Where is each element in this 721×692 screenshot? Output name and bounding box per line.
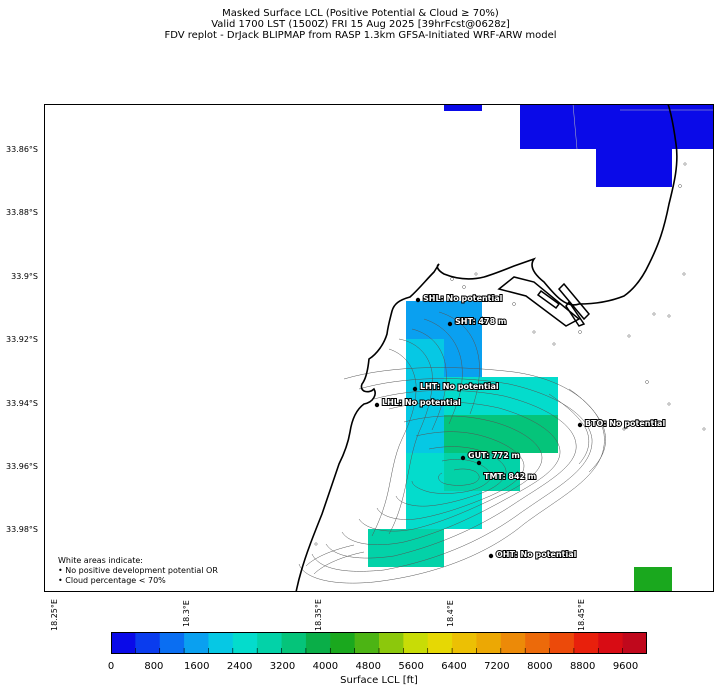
colorbar-tick-label: 800 (144, 661, 164, 672)
colorbar-swatch (427, 632, 453, 654)
x-tick-label: 18.3°E (182, 600, 191, 627)
colorbar-swatch (159, 632, 185, 654)
colorbar (111, 632, 647, 654)
terrain-specks (314, 162, 706, 546)
colorbar-title: Surface LCL [ft] (340, 675, 418, 686)
colorbar-swatch (476, 632, 502, 654)
x-tick-label: 18.4°E (446, 600, 455, 627)
station-label-tmt: TMT: 842 m (484, 472, 536, 481)
station-label-shl: SHL: No potential (423, 294, 503, 303)
station-marker-bto (577, 422, 583, 428)
heat-cell (444, 339, 482, 377)
heat-cell (634, 567, 672, 592)
y-tick-label: 33.9°S (11, 272, 38, 281)
y-tick-label: 33.86°S (6, 145, 38, 154)
station-marker-gut (460, 455, 466, 461)
colorbar-tick-label: 1600 (184, 661, 210, 672)
colorbar-tick-label: 6400 (441, 661, 467, 672)
colorbar-swatch (573, 632, 599, 654)
colorbar-tick-label: 3200 (269, 661, 296, 672)
colorbar-swatch (549, 632, 575, 654)
colorbar-tick-label: 2400 (226, 661, 253, 672)
x-tick-label: 18.35°E (314, 599, 323, 631)
heat-cell (444, 104, 482, 111)
colorbar-swatch (257, 632, 283, 654)
heat-cell (520, 104, 714, 149)
map-frame (44, 104, 714, 592)
colorbar-tick-label: 9600 (612, 661, 639, 672)
station-label-bto: BTO: No potential (585, 419, 665, 428)
colorbar-swatch (452, 632, 477, 654)
colorbar-swatch (379, 632, 404, 654)
station-marker-shl (415, 297, 421, 303)
colorbar-swatch (525, 632, 551, 654)
title-line-2: Valid 1700 LST (1500Z) FRI 15 Aug 2025 [… (211, 19, 510, 30)
colorbar-frame (111, 632, 647, 654)
colorbar-swatch (305, 632, 331, 654)
colorbar-tick-label: 4000 (312, 661, 339, 672)
station-marker-lhl (374, 402, 380, 408)
heat-cell (406, 301, 482, 339)
colorbar-swatch (111, 632, 136, 654)
coastline (295, 104, 678, 592)
colorbar-swatch (208, 632, 234, 654)
station-marker-sht (447, 321, 453, 327)
note-line-1: White areas indicate: (58, 556, 144, 565)
colorbar-swatch (598, 632, 624, 654)
note-line-2: • No positive development potential OR (58, 566, 218, 575)
terrain-contours (298, 311, 606, 584)
colorbar-swatch (500, 632, 526, 654)
heat-cell (368, 529, 444, 567)
colorbar-swatch (135, 632, 161, 654)
colorbar-tick-label: 0 (107, 661, 115, 672)
heat-cell (444, 491, 482, 529)
y-tick-label: 33.98°S (6, 525, 38, 534)
station-label-oht: OHT: No potential (496, 550, 577, 559)
y-tick-label: 33.96°S (6, 462, 38, 471)
note-line-3: • Cloud percentage < 70% (58, 576, 166, 585)
colorbar-swatch (330, 632, 356, 654)
x-tick-label: 18.45°E (577, 599, 586, 631)
station-marker-lht (412, 386, 418, 392)
title-line-3: FDV replot - DrJack BLIPMAP from RASP 1.… (164, 30, 557, 41)
colorbar-swatch (622, 632, 647, 654)
heat-cell (406, 453, 444, 530)
heat-cell (406, 377, 444, 454)
colorbar-tick-label: 5600 (398, 661, 424, 672)
colorbar-tick-label: 8000 (527, 661, 553, 672)
station-marker-oht (488, 553, 494, 559)
station-labels: SHL: No potential SHT: 478 m LHT: No pot… (381, 293, 666, 560)
station-markers (374, 297, 583, 559)
heat-cell (444, 415, 558, 453)
heat-cell (406, 339, 444, 379)
colorbar-swatch (281, 632, 307, 654)
colorbar-swatch (403, 632, 429, 654)
colorbar-swatch (354, 632, 380, 654)
colorbar-swatch (232, 632, 258, 654)
heat-cell (596, 149, 672, 187)
station-label-sht: SHT: 478 m (455, 317, 506, 326)
colorbar-tick-label: 8800 (569, 661, 596, 672)
y-tick-label: 33.92°S (6, 335, 38, 344)
station-label-gut: GUT: 772 m (468, 451, 520, 460)
harbour-breakwaters (497, 276, 591, 327)
y-tick-label: 33.94°S (6, 399, 38, 408)
mask-legend-note: White areas indicate: • No positive deve… (58, 556, 218, 586)
x-tick-label: 18.25°E (50, 599, 59, 631)
title-line-1: Masked Surface LCL (Positive Potential &… (222, 8, 499, 19)
station-label-lht: LHT: No potential (420, 382, 499, 391)
station-label-lhl: LHL: No potential (382, 398, 461, 407)
lcl-heat-cells (368, 104, 714, 592)
colorbar-tick-label: 4800 (355, 661, 381, 672)
station-marker-tmt (476, 460, 482, 466)
y-tick-label: 33.88°S (6, 208, 38, 217)
colorbar-swatches (111, 632, 647, 654)
colorbar-tick-label: 7200 (484, 661, 510, 672)
grid-lines (572, 104, 714, 150)
colorbar-swatch (184, 632, 209, 654)
map-plot[interactable]: SHL: No potential SHT: 478 m LHT: No pot… (44, 104, 714, 592)
